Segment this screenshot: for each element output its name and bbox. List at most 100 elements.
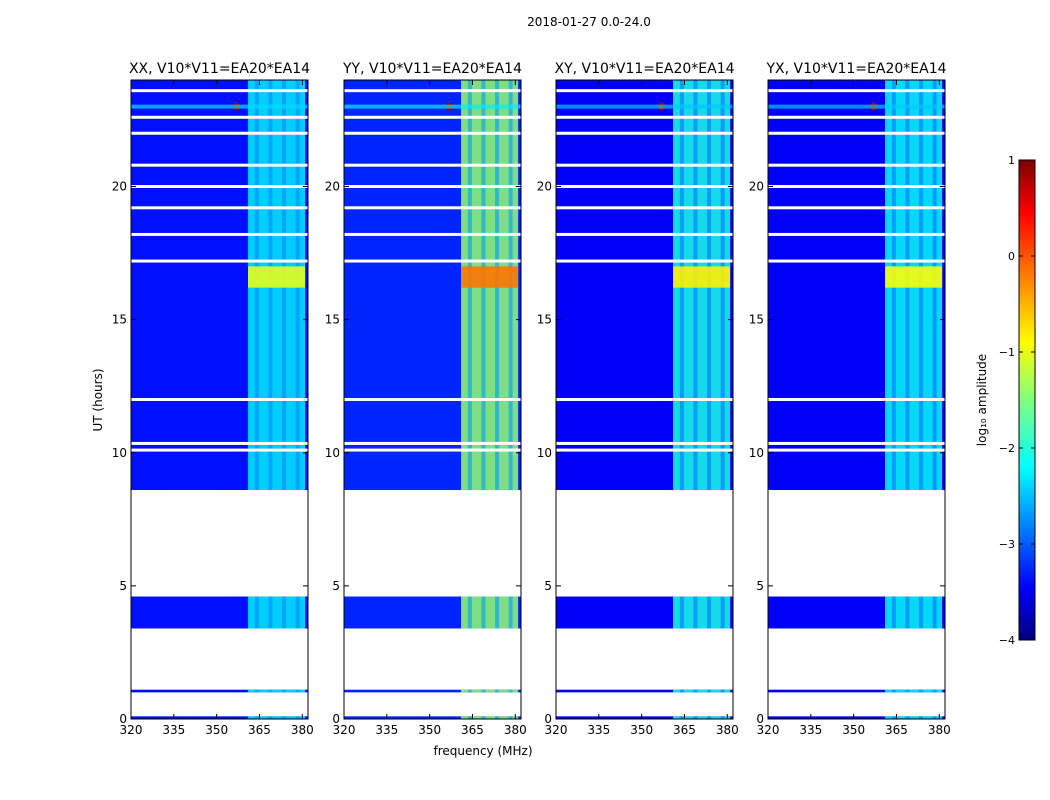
coverage-block [768, 689, 945, 693]
y-tick-label: 5 [119, 579, 127, 593]
x-tick-label: 335 [587, 723, 610, 737]
band-stripe [720, 596, 725, 629]
flagged-gap [768, 89, 945, 93]
band-stripe [254, 689, 259, 693]
y-tick-label: 15 [112, 313, 127, 327]
flagged-gap [556, 206, 733, 210]
band-stripe [481, 596, 486, 629]
rfi-band [673, 689, 731, 693]
colorbar-tick-label: 0 [1008, 250, 1015, 263]
flagged-gap [556, 185, 733, 188]
x-tick-label: 365 [461, 723, 484, 737]
band-stripe [891, 689, 896, 693]
rfi-band [885, 689, 943, 693]
flagged-gap [131, 206, 308, 210]
flagged-gap [344, 259, 521, 263]
flagged-gap [344, 448, 521, 452]
rfi-band [248, 689, 306, 693]
heatmap-panels: XX, V10*V11=EA20*EA14 320 335 350 365 380 0 5 10… [112, 61, 951, 737]
flagged-gap [768, 448, 945, 452]
colorbar-tick-label: −4 [999, 634, 1015, 647]
flagged-gap [768, 259, 945, 263]
y-tick-label: 20 [537, 180, 552, 194]
band-stripe [268, 596, 273, 629]
flagged-gap [344, 163, 521, 167]
y-tick-label: 10 [325, 446, 340, 460]
flagged-gap [556, 448, 733, 452]
flagged-gap [556, 259, 733, 263]
panel-xy: XY, V10*V11=EA20*EA14 320 335 350 365 380 0 5 10… [537, 61, 739, 737]
band-stripe [693, 689, 698, 693]
band-stripe [282, 596, 287, 629]
flagged-gap [768, 115, 945, 119]
band-stripe [508, 689, 513, 693]
y-tick-label: 0 [544, 712, 552, 726]
flagged-gap [344, 185, 521, 188]
band-stripe [919, 716, 924, 719]
flagged-gap [556, 131, 733, 135]
panel-title: XX, V10*V11=EA20*EA14 [129, 61, 310, 77]
y-tick-label: 20 [325, 180, 340, 194]
flagged-gap [768, 185, 945, 188]
x-tick-label: 350 [205, 723, 228, 737]
band-stripe [295, 596, 300, 629]
band-stripe [268, 716, 273, 719]
flagged-gap [556, 232, 733, 236]
flagged-gap [556, 398, 733, 401]
rfi-band [885, 716, 943, 719]
band-stripe [891, 596, 896, 629]
band-stripe [707, 689, 712, 693]
y-tick-label: 0 [756, 712, 764, 726]
colorbar-tick-label: 1 [1008, 154, 1015, 167]
x-tick-label: 320 [120, 723, 143, 737]
x-tick-label: 335 [162, 723, 185, 737]
rfi-spike-row [131, 104, 308, 109]
band-stripe [905, 689, 910, 693]
colorbar-gradient [1018, 159, 1036, 641]
rfi-spike-row [344, 104, 521, 109]
x-tick-label: 380 [928, 723, 951, 737]
band-stripe [495, 596, 500, 629]
coverage-block [768, 716, 945, 719]
y-tick-label: 5 [756, 579, 764, 593]
colorbar-tick-label: −3 [999, 538, 1015, 551]
x-tick-label: 380 [716, 723, 739, 737]
flagged-gap [344, 115, 521, 119]
x-axis-label: frequency (MHz) [433, 744, 532, 758]
band-stripe [467, 716, 472, 719]
flagged-gap [131, 441, 308, 445]
flagged-gap [344, 398, 521, 401]
panel-frame [343, 79, 522, 720]
band-stripe [508, 716, 513, 719]
flagged-gap [131, 398, 308, 401]
rfi-band [461, 716, 519, 719]
y-tick-label: 10 [537, 446, 552, 460]
y-tick-label: 5 [332, 579, 340, 593]
flagged-gap [344, 232, 521, 236]
band-stripe [932, 689, 937, 693]
y-tick-label: 0 [332, 712, 340, 726]
flagged-gap [768, 232, 945, 236]
flagged-gap [344, 89, 521, 93]
band-stripe [495, 689, 500, 693]
band-stripe [919, 596, 924, 629]
x-tick-label: 335 [799, 723, 822, 737]
x-tick-label: 350 [418, 723, 441, 737]
colorbar: 1 0 −1 −2 −3 −4 log₁₀ amplitude [975, 154, 1036, 647]
band-stripe [467, 596, 472, 629]
x-tick-label: 365 [885, 723, 908, 737]
panel-frame [130, 79, 309, 720]
flagged-gap [131, 259, 308, 263]
band-stripe [720, 716, 725, 719]
rfi-strong [461, 266, 519, 288]
band-stripe [919, 689, 924, 693]
y-tick-label: 0 [119, 712, 127, 726]
coverage-block [344, 716, 521, 719]
flagged-gap [768, 163, 945, 167]
band-stripe [905, 596, 910, 629]
coverage-block [131, 689, 308, 693]
band-stripe [282, 716, 287, 719]
coverage-block [344, 689, 521, 693]
band-stripe [932, 596, 937, 629]
flagged-gap [768, 398, 945, 401]
